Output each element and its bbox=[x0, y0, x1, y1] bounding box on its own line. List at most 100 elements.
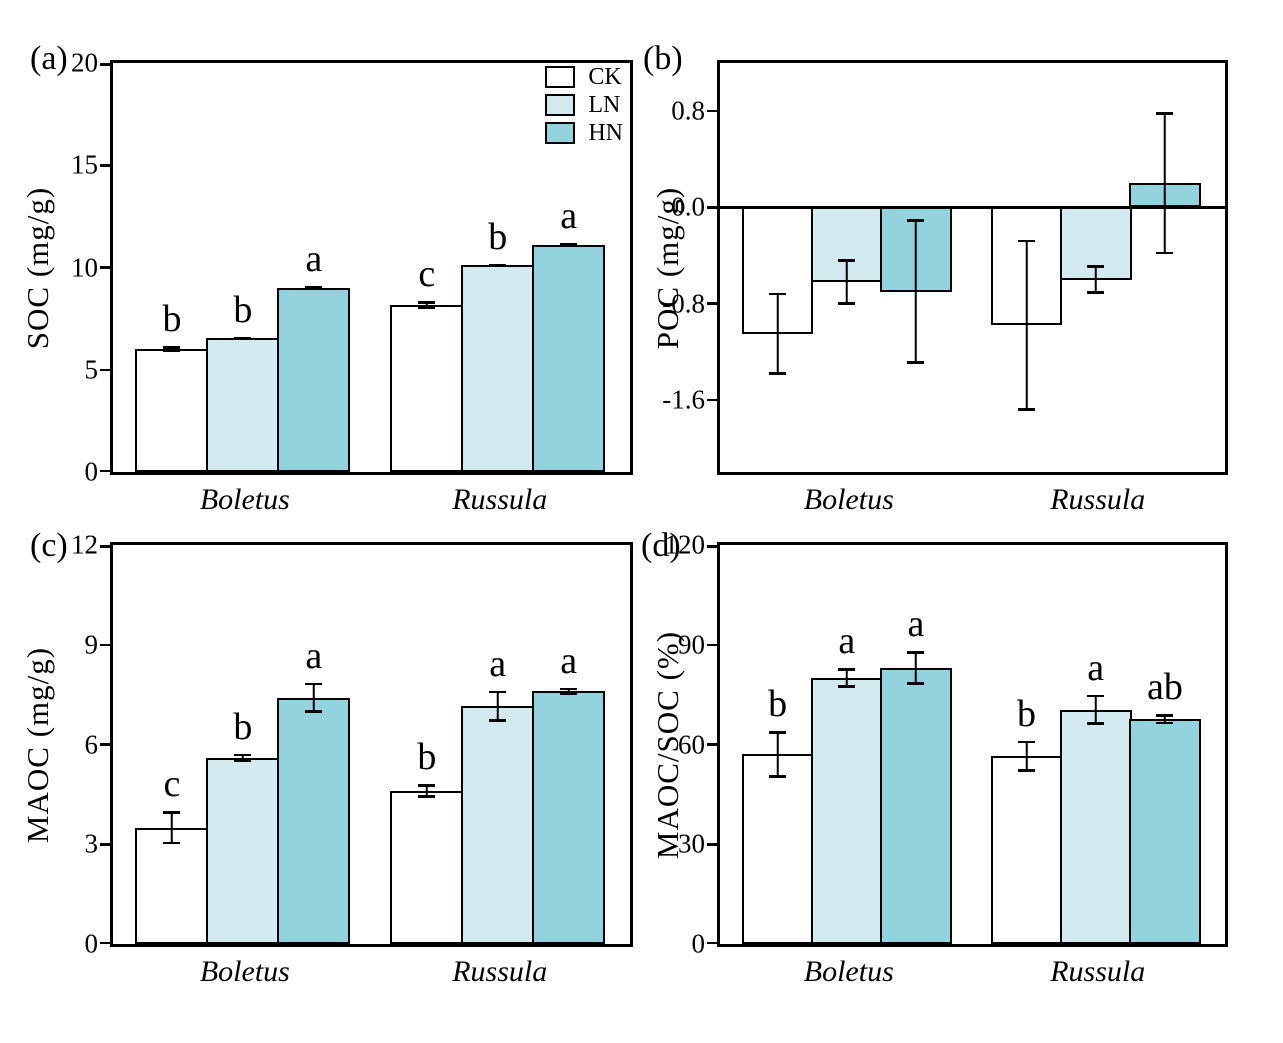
significance-letter: c bbox=[418, 253, 436, 296]
error-bar-cap-bottom bbox=[907, 361, 925, 364]
error-bar-cap-top bbox=[769, 731, 787, 734]
error-bar-line bbox=[1163, 714, 1167, 725]
y-axis-label-a: SOC (mg/g) bbox=[20, 186, 55, 349]
category-label-boletus: Boletus bbox=[199, 955, 290, 988]
panel-label-b: (b) bbox=[643, 40, 683, 77]
y-tick-label: 3 bbox=[84, 828, 99, 859]
error-bar-cap-bottom bbox=[1156, 721, 1174, 725]
error-bar-cap-bottom bbox=[560, 692, 578, 695]
bar-russula-ln bbox=[461, 265, 535, 472]
error-bar-cap-top bbox=[838, 668, 856, 671]
error-bar-boletus-ln bbox=[234, 753, 252, 762]
error-bar-boletus-hn bbox=[305, 286, 323, 290]
significance-letter: a bbox=[560, 639, 578, 682]
y-tick-mark bbox=[100, 63, 110, 66]
legend-item-ln: LN bbox=[545, 93, 623, 117]
error-bar-cap-top bbox=[769, 292, 787, 296]
y-axis-label-a-wrap: SOC (mg/g) bbox=[8, 60, 68, 475]
error-bar-line bbox=[914, 219, 918, 364]
bar-boletus-hn bbox=[880, 668, 952, 944]
significance-letter: b bbox=[417, 736, 437, 779]
bar-russula-ck bbox=[990, 756, 1063, 944]
y-tick-mark bbox=[100, 941, 110, 944]
legend-swatch-ck bbox=[545, 66, 576, 88]
error-bar-boletus-ln bbox=[838, 668, 856, 688]
y-tick-label: 0.0 bbox=[671, 191, 705, 222]
error-bar-russula-ck bbox=[418, 301, 436, 310]
panel-b: (b) POC (mg/g) 0.8 0.0 -0.8 -1.6 Boletus Rus… bbox=[641, 0, 1283, 521]
error-bar-russula-hn bbox=[1156, 714, 1174, 725]
significance-letter: a bbox=[560, 194, 578, 237]
category-label-russula: Russula bbox=[452, 955, 548, 988]
bar-boletus-ln bbox=[206, 757, 280, 944]
error-bar-cap-top bbox=[1156, 714, 1174, 717]
error-bar-boletus-ln bbox=[234, 336, 252, 340]
bar-russula-hn bbox=[531, 691, 606, 944]
y-axis-label-c: MAOC (mg/g) bbox=[20, 646, 56, 843]
error-bar-cap-top bbox=[907, 651, 925, 654]
error-bar-russula-hn bbox=[1156, 112, 1174, 255]
y-tick-mark bbox=[100, 843, 110, 846]
error-bar-cap-top bbox=[838, 259, 856, 262]
error-bar-russula-ln bbox=[489, 264, 507, 267]
legend-swatch-hn bbox=[545, 122, 576, 144]
error-bar-boletus-hn bbox=[305, 682, 323, 713]
error-bar-boletus-ck bbox=[769, 731, 787, 778]
error-bar-line bbox=[1163, 112, 1167, 255]
y-tick-mark bbox=[100, 643, 110, 646]
bar-russula-ln bbox=[1059, 709, 1132, 944]
significance-letter: ab bbox=[1147, 666, 1183, 709]
error-bar-cap-top bbox=[907, 219, 925, 222]
y-tick-mark bbox=[100, 164, 110, 167]
error-bar-cap-bottom bbox=[163, 841, 181, 845]
y-tick-mark bbox=[707, 109, 717, 113]
y-tick-label: 90 bbox=[678, 629, 705, 660]
y-tick-label: 0 bbox=[84, 456, 99, 487]
significance-letter: a bbox=[305, 238, 323, 281]
zero-baseline bbox=[720, 206, 1225, 209]
error-bar-cap-bottom bbox=[1156, 251, 1174, 255]
bar-boletus-ck bbox=[135, 349, 209, 472]
error-bar-cap-top bbox=[418, 301, 436, 304]
category-label-russula: Russula bbox=[1050, 483, 1146, 516]
error-bar-cap-bottom bbox=[560, 244, 578, 248]
significance-letter: b bbox=[233, 705, 253, 748]
y-tick-mark bbox=[707, 398, 717, 402]
category-label-russula: Russula bbox=[452, 483, 548, 516]
error-bar-russula-ck bbox=[418, 784, 436, 798]
error-bar-cap-top bbox=[234, 753, 252, 757]
y-tick-label: 0.8 bbox=[671, 95, 705, 126]
error-bar-line bbox=[845, 668, 849, 688]
error-bar-cap-bottom bbox=[305, 287, 323, 290]
panel-label-d: (d) bbox=[641, 527, 681, 564]
legend-label-hn: HN bbox=[588, 120, 623, 146]
y-tick-mark bbox=[100, 469, 110, 472]
error-bar-line bbox=[312, 682, 316, 713]
error-bar-line bbox=[776, 292, 779, 375]
plot-area-c: 0 3 6 9 12 c b a b a a bbox=[71, 531, 633, 957]
category-label-boletus: Boletus bbox=[199, 483, 290, 516]
y-tick-mark bbox=[707, 843, 717, 846]
error-bar-cap-bottom bbox=[305, 710, 323, 713]
y-tick-label: 120 bbox=[664, 529, 706, 560]
plot-area-b: 0.8 0.0 -0.8 -1.6 bbox=[662, 60, 1228, 475]
error-bar-russula-ln bbox=[1087, 265, 1105, 294]
error-bar-russula-ln bbox=[489, 690, 507, 722]
error-bar-line bbox=[425, 784, 429, 798]
bar-boletus-ln bbox=[810, 678, 883, 944]
significance-letter: a bbox=[489, 642, 507, 685]
plot-area-a: 0 5 10 15 20 b b a c b a CK LN HN bbox=[71, 49, 633, 485]
y-tick-label: 9 bbox=[84, 629, 99, 660]
y-tick-label: 12 bbox=[71, 529, 98, 560]
y-tick-label: 10 bbox=[71, 252, 98, 282]
error-bar-line bbox=[1025, 239, 1028, 411]
panel-d: (d) MAOC/SOC (%) 0 30 60 90 120 b a a b a ab Bolet… bbox=[641, 521, 1283, 1043]
panel-a: (a) SOC (mg/g) 0 5 10 15 20 b b a c b a CK LN HN Bole… bbox=[0, 0, 641, 521]
bar-russula-ck bbox=[390, 305, 464, 472]
error-bar-cap-top bbox=[1156, 112, 1174, 115]
legend-swatch-ln bbox=[545, 94, 576, 116]
significance-letter: b bbox=[768, 683, 788, 726]
error-bar-cap-top bbox=[1018, 740, 1036, 743]
y-tick-mark bbox=[707, 941, 717, 944]
error-bar-line bbox=[776, 731, 779, 778]
